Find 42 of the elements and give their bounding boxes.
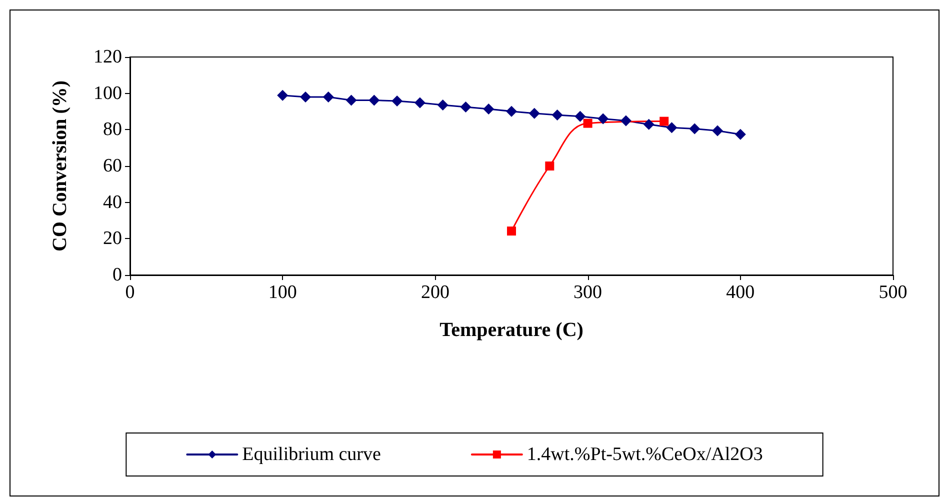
point xyxy=(506,106,517,117)
y-tick-label: 0 xyxy=(112,264,122,286)
point xyxy=(368,94,380,106)
x-tick-label: 500 xyxy=(878,282,908,303)
point xyxy=(689,123,700,134)
point xyxy=(552,109,563,120)
point xyxy=(460,101,472,112)
y-tick-label: 100 xyxy=(94,82,122,104)
point xyxy=(734,128,746,140)
point xyxy=(528,108,540,119)
point xyxy=(666,122,678,134)
point xyxy=(277,90,288,101)
point xyxy=(346,94,357,106)
point xyxy=(392,95,403,106)
point xyxy=(598,113,609,124)
x-axis-title: Temperature (C) xyxy=(440,319,584,341)
x-tick-label: 300 xyxy=(574,282,602,303)
point xyxy=(507,226,516,236)
x-tick-label: 200 xyxy=(420,282,450,303)
x-tick-label: 400 xyxy=(726,282,755,303)
y-tick-label: 20 xyxy=(103,228,122,250)
point xyxy=(712,125,724,136)
point xyxy=(660,116,669,126)
point xyxy=(300,91,311,102)
point xyxy=(322,91,334,102)
x-tick-label: 100 xyxy=(268,282,297,303)
point xyxy=(574,110,586,122)
point xyxy=(620,115,632,126)
x-tick-label: 0 xyxy=(125,282,135,303)
y-tick-label: 120 xyxy=(94,46,122,68)
point xyxy=(545,162,554,170)
y-tick-label: 40 xyxy=(103,192,122,213)
point xyxy=(583,118,592,128)
legend-label: 1.4wt.%Pt-5wt.%CeOx/Al2O3 xyxy=(526,444,763,465)
y-axis-title: CO Conversion (%) xyxy=(49,80,71,252)
point xyxy=(643,118,654,130)
point xyxy=(414,97,426,108)
legend-label: Equilibrium curve xyxy=(242,444,381,465)
point xyxy=(483,103,494,114)
y-tick-label: 60 xyxy=(103,156,122,176)
y-tick-label: 80 xyxy=(103,119,122,140)
point xyxy=(437,99,448,110)
